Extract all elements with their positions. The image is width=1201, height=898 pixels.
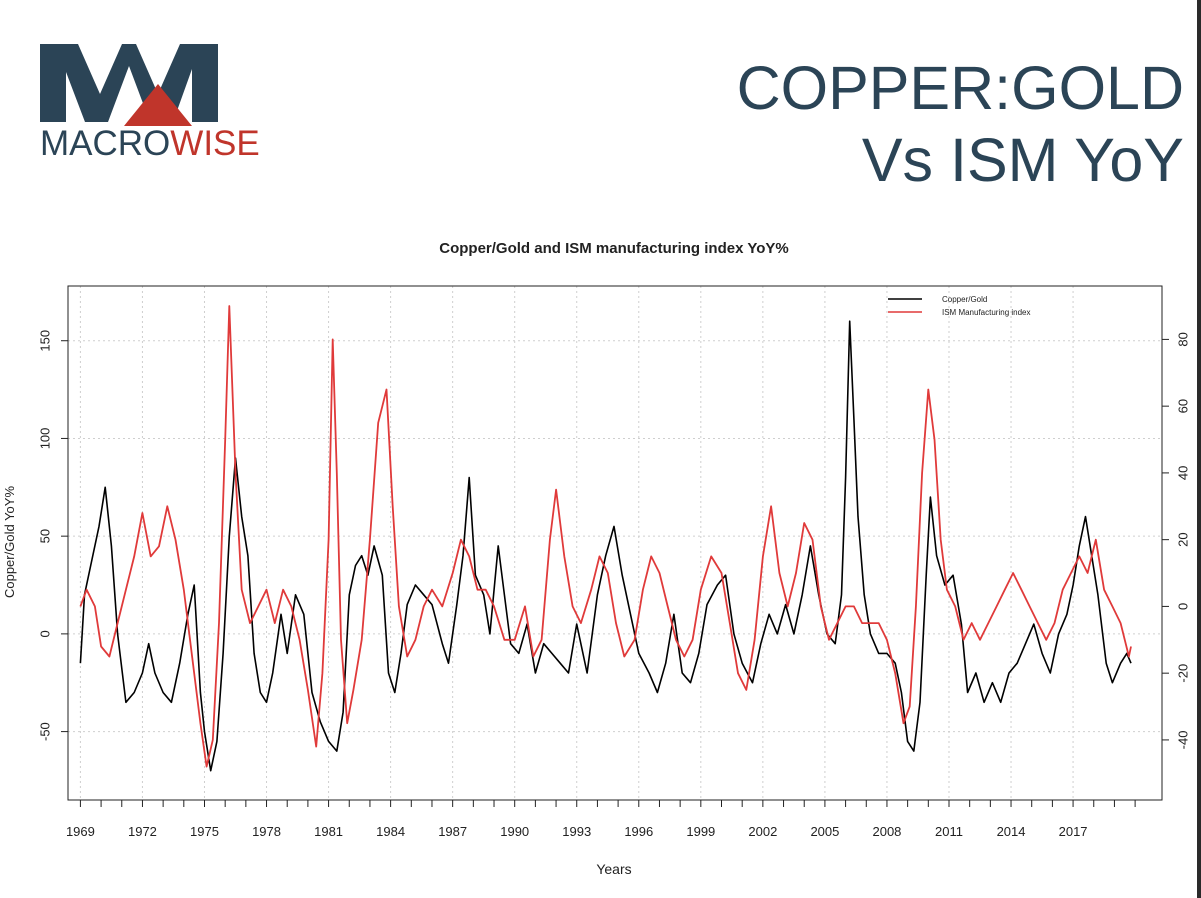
right-y-tick-label: 80 <box>1175 332 1190 346</box>
legend-label-copper-gold: Copper/Gold <box>942 295 987 304</box>
x-tick-label: 1981 <box>314 824 343 839</box>
plot-frame <box>67 285 1163 801</box>
x-tick-label: 2014 <box>997 824 1026 839</box>
left-y-tick-label: 50 <box>37 529 52 543</box>
series-layer <box>79 305 1132 772</box>
x-tick-label: 2017 <box>1059 824 1088 839</box>
chart-title: Copper/Gold and ISM manufacturing index … <box>439 240 788 257</box>
macrowise-wordmark: MACROWISE <box>40 124 260 164</box>
x-tick-label: 1969 <box>66 824 95 839</box>
right-y-tick-label: 0 <box>1175 603 1190 610</box>
wordmark-macro: MACRO <box>40 124 171 163</box>
slide-title: COPPER:GOLD Vs ISM YoY <box>737 52 1184 196</box>
left-y-tick-label: -50 <box>37 722 52 741</box>
x-tick-label: 2002 <box>748 824 777 839</box>
right-edge-border <box>1197 0 1201 898</box>
right-y-tick-label: 40 <box>1175 466 1190 480</box>
series-line-copper-gold <box>79 320 1132 772</box>
x-tick-label: 1975 <box>190 824 219 839</box>
x-tick-label: 2005 <box>810 824 839 839</box>
x-tick-label: 1996 <box>624 824 653 839</box>
mw-logo-mark <box>40 44 218 126</box>
x-tick-label: 1972 <box>128 824 157 839</box>
x-tick-label: 2011 <box>935 824 963 839</box>
macrowise-logo <box>40 44 245 164</box>
x-tick-label: 1978 <box>252 824 281 839</box>
x-tick-label: 1984 <box>376 824 405 839</box>
right-y-tick-label: 20 <box>1175 532 1190 546</box>
axes: 1969 1972 1975 1978 1981 1984 1987 1990 1993 1996… <box>37 330 1190 839</box>
line-chart: 1969 1972 1975 1978 1981 1984 1987 1990 1993 1996… <box>2 240 1190 877</box>
x-tick-label: 1993 <box>562 824 591 839</box>
right-y-tick-label: -20 <box>1175 664 1190 683</box>
grid <box>68 286 1162 800</box>
slide-title-line1: COPPER:GOLD <box>736 54 1184 122</box>
left-y-tick-label: 0 <box>37 630 52 637</box>
legend-label-ism: ISM Manufacturing index <box>942 308 1031 317</box>
x-tick-label: 1987 <box>438 824 467 839</box>
right-y-tick-label: 60 <box>1175 399 1190 413</box>
x-tick-label: 2008 <box>872 824 901 839</box>
x-tick-label: 1990 <box>500 824 529 839</box>
x-axis-label: Years <box>596 861 631 877</box>
right-y-tick-label: -40 <box>1175 731 1190 750</box>
y-axis-label: Copper/Gold YoY% <box>2 486 17 598</box>
left-y-tick-label: 150 <box>37 330 52 352</box>
series-line-ism <box>79 305 1132 768</box>
legend: Copper/Gold ISM Manufacturing index <box>888 295 1031 317</box>
x-tick-label: 1999 <box>686 824 715 839</box>
left-y-tick-label: 100 <box>37 428 52 450</box>
wordmark-wise: WISE <box>170 124 260 163</box>
slide-title-line2: Vs ISM YoY <box>861 126 1184 194</box>
